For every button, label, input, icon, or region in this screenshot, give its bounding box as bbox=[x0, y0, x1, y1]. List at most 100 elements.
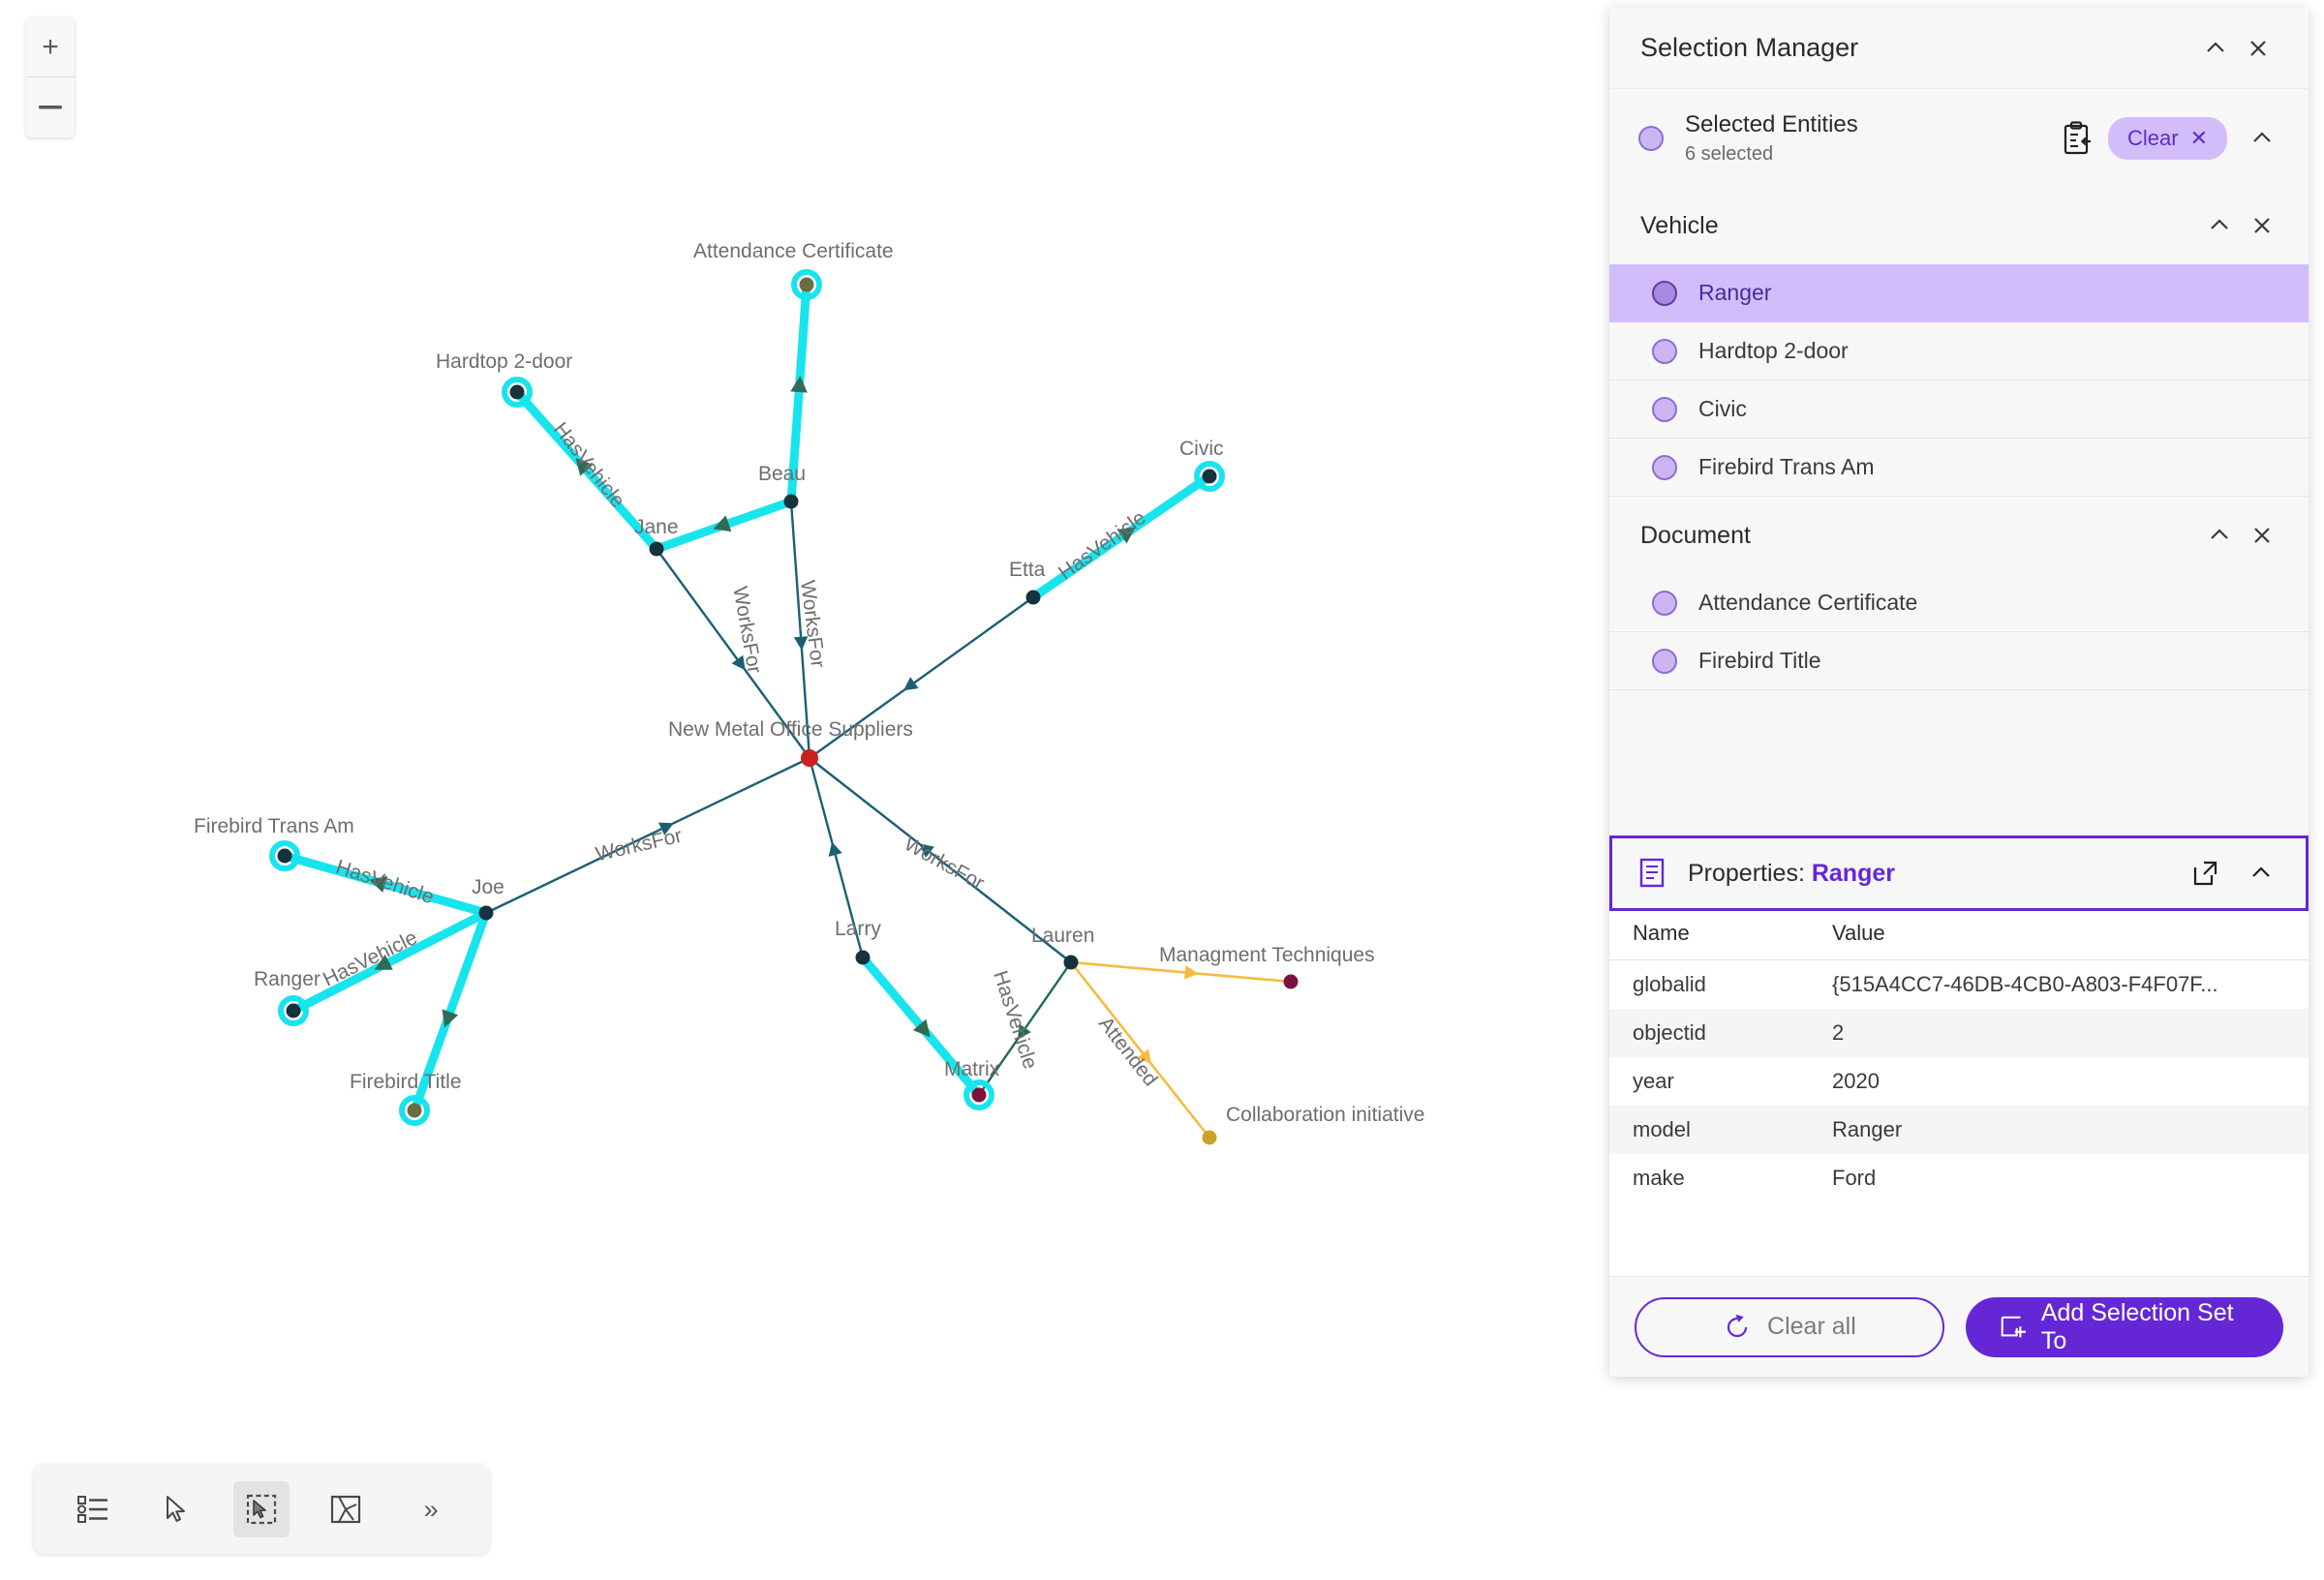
graph-edge[interactable] bbox=[655, 547, 811, 760]
edge-line bbox=[655, 547, 811, 760]
graph-node[interactable] bbox=[801, 749, 818, 767]
properties-collapse-icon[interactable] bbox=[2242, 854, 2280, 893]
entity-row[interactable]: Firebird Title bbox=[1609, 632, 2309, 690]
graph-edge[interactable] bbox=[808, 756, 865, 959]
selected-entities-text: Selected Entities 6 selected bbox=[1685, 110, 2044, 166]
graph-node[interactable] bbox=[649, 541, 664, 557]
overflow-chevrons-icon[interactable]: » bbox=[402, 1481, 458, 1537]
graph-edge[interactable] bbox=[1069, 960, 1293, 984]
zoom-controls: + bbox=[26, 17, 75, 137]
group-close-icon[interactable] bbox=[2241, 204, 2283, 247]
graph-node[interactable] bbox=[1202, 1130, 1217, 1145]
graph-node[interactable] bbox=[1283, 974, 1299, 989]
properties-title: Properties: Ranger bbox=[1688, 860, 2168, 888]
close-icon bbox=[2250, 40, 2266, 56]
minus-icon bbox=[39, 106, 62, 109]
selected-entities-collapse-icon[interactable] bbox=[2241, 117, 2283, 160]
graph-node[interactable] bbox=[269, 840, 300, 871]
graph-node[interactable] bbox=[502, 377, 533, 408]
add-box-icon bbox=[2001, 1316, 2026, 1337]
clear-chip-close-icon[interactable]: ✕ bbox=[2189, 125, 2208, 150]
selection-list-scroll[interactable]: Selected Entities 6 selected Clear bbox=[1609, 89, 2309, 836]
edge-line bbox=[808, 756, 865, 959]
edge-arrowhead bbox=[1116, 527, 1136, 544]
graph-node[interactable] bbox=[478, 905, 494, 921]
graph-edge[interactable] bbox=[512, 387, 661, 554]
entity-circle-icon bbox=[1652, 396, 1677, 422]
graph-edge[interactable] bbox=[280, 851, 491, 918]
edge-line bbox=[1069, 960, 1211, 1139]
graph-node[interactable] bbox=[791, 269, 822, 300]
entity-label: Hardtop 2-door bbox=[1698, 338, 1849, 363]
group-title: Document bbox=[1640, 521, 1751, 549]
clipboard-icon[interactable] bbox=[2058, 120, 2095, 157]
graph-node[interactable] bbox=[399, 1095, 430, 1126]
edge-line bbox=[808, 595, 1035, 760]
entity-row[interactable]: Firebird Trans Am bbox=[1609, 439, 2309, 497]
graph-node[interactable] bbox=[1194, 461, 1225, 492]
zoom-in-button[interactable]: + bbox=[26, 17, 75, 77]
graph-edge[interactable] bbox=[1028, 471, 1214, 602]
edge-arrowhead bbox=[828, 841, 842, 857]
graph-edge[interactable] bbox=[410, 908, 491, 1115]
graph-edge[interactable] bbox=[808, 595, 1035, 760]
properties-header[interactable]: Properties: Ranger bbox=[1609, 836, 2309, 911]
clear-all-button[interactable]: Clear all bbox=[1635, 1296, 1944, 1357]
entity-circle-icon bbox=[1652, 590, 1677, 616]
graph-edge[interactable] bbox=[484, 756, 811, 915]
node-highlight-ring bbox=[1194, 461, 1225, 492]
panel-close-icon[interactable] bbox=[2237, 27, 2279, 70]
graph-edge[interactable] bbox=[858, 953, 984, 1100]
edge-arrowhead bbox=[1184, 965, 1199, 980]
graph-node[interactable] bbox=[855, 950, 871, 965]
group-collapse-icon[interactable] bbox=[2198, 514, 2241, 557]
graph-node[interactable] bbox=[278, 995, 309, 1026]
clear-chip-label: Clear bbox=[2126, 125, 2179, 150]
edge-arrowhead bbox=[793, 636, 809, 651]
graph-edge[interactable] bbox=[786, 280, 811, 506]
properties-popout-button[interactable] bbox=[2186, 854, 2224, 893]
group-close-icon[interactable] bbox=[2241, 514, 2283, 557]
clear-all-label: Clear all bbox=[1767, 1313, 1856, 1340]
graph-edge[interactable] bbox=[1069, 960, 1211, 1139]
node-dot bbox=[971, 1087, 987, 1103]
property-value: Ranger bbox=[1832, 1117, 1903, 1141]
graph-edge[interactable] bbox=[652, 497, 796, 554]
marquee-select-icon[interactable] bbox=[232, 1481, 290, 1537]
panel-header: Selection Manager bbox=[1609, 8, 2309, 89]
panel-collapse-icon[interactable] bbox=[2194, 27, 2237, 70]
external-link-icon bbox=[2193, 861, 2217, 886]
properties-table-header: Name Value bbox=[1609, 911, 2309, 960]
edge-arrowhead bbox=[369, 875, 388, 893]
graph-edge[interactable] bbox=[289, 908, 491, 1016]
group-collapse-icon[interactable] bbox=[2198, 204, 2241, 247]
graph-node[interactable] bbox=[1063, 955, 1079, 970]
edge-line bbox=[484, 756, 811, 915]
graph-node[interactable] bbox=[783, 494, 799, 509]
node-highlight-ring bbox=[269, 840, 300, 871]
entity-row[interactable]: Attendance Certificate bbox=[1609, 574, 2309, 632]
entity-row[interactable]: Ranger bbox=[1609, 264, 2309, 322]
graph-edge[interactable] bbox=[808, 756, 1073, 964]
legend-icon[interactable] bbox=[65, 1481, 121, 1537]
entity-row[interactable]: Hardtop 2-door bbox=[1609, 322, 2309, 380]
pointer-select-icon[interactable] bbox=[149, 1481, 205, 1537]
clear-selection-chip[interactable]: Clear ✕ bbox=[2107, 116, 2227, 160]
graph-edge[interactable] bbox=[977, 960, 1073, 1097]
entity-row[interactable]: Civic bbox=[1609, 380, 2309, 439]
chevron-up-icon bbox=[2211, 529, 2228, 539]
node-highlight-ring bbox=[502, 377, 533, 408]
selected-entities-row[interactable]: Selected Entities 6 selected Clear bbox=[1609, 89, 2309, 187]
add-selection-set-button[interactable]: Add Selection Set To bbox=[1965, 1296, 2283, 1357]
zoom-out-button[interactable] bbox=[26, 77, 75, 137]
graph-edge[interactable] bbox=[789, 500, 811, 760]
node-highlight-ring bbox=[963, 1079, 994, 1110]
node-dot bbox=[799, 277, 814, 292]
entity-circle-icon bbox=[1638, 125, 1664, 151]
graph-node[interactable] bbox=[963, 1079, 994, 1110]
panel-footer: Clear all Add Selection Set To bbox=[1609, 1276, 2309, 1377]
layout-icon[interactable] bbox=[318, 1481, 374, 1537]
edge-line bbox=[410, 908, 491, 1115]
selection-manager-panel: Selection Manager Selected Entities 6 se… bbox=[1609, 8, 2309, 1377]
graph-node[interactable] bbox=[1025, 590, 1041, 605]
